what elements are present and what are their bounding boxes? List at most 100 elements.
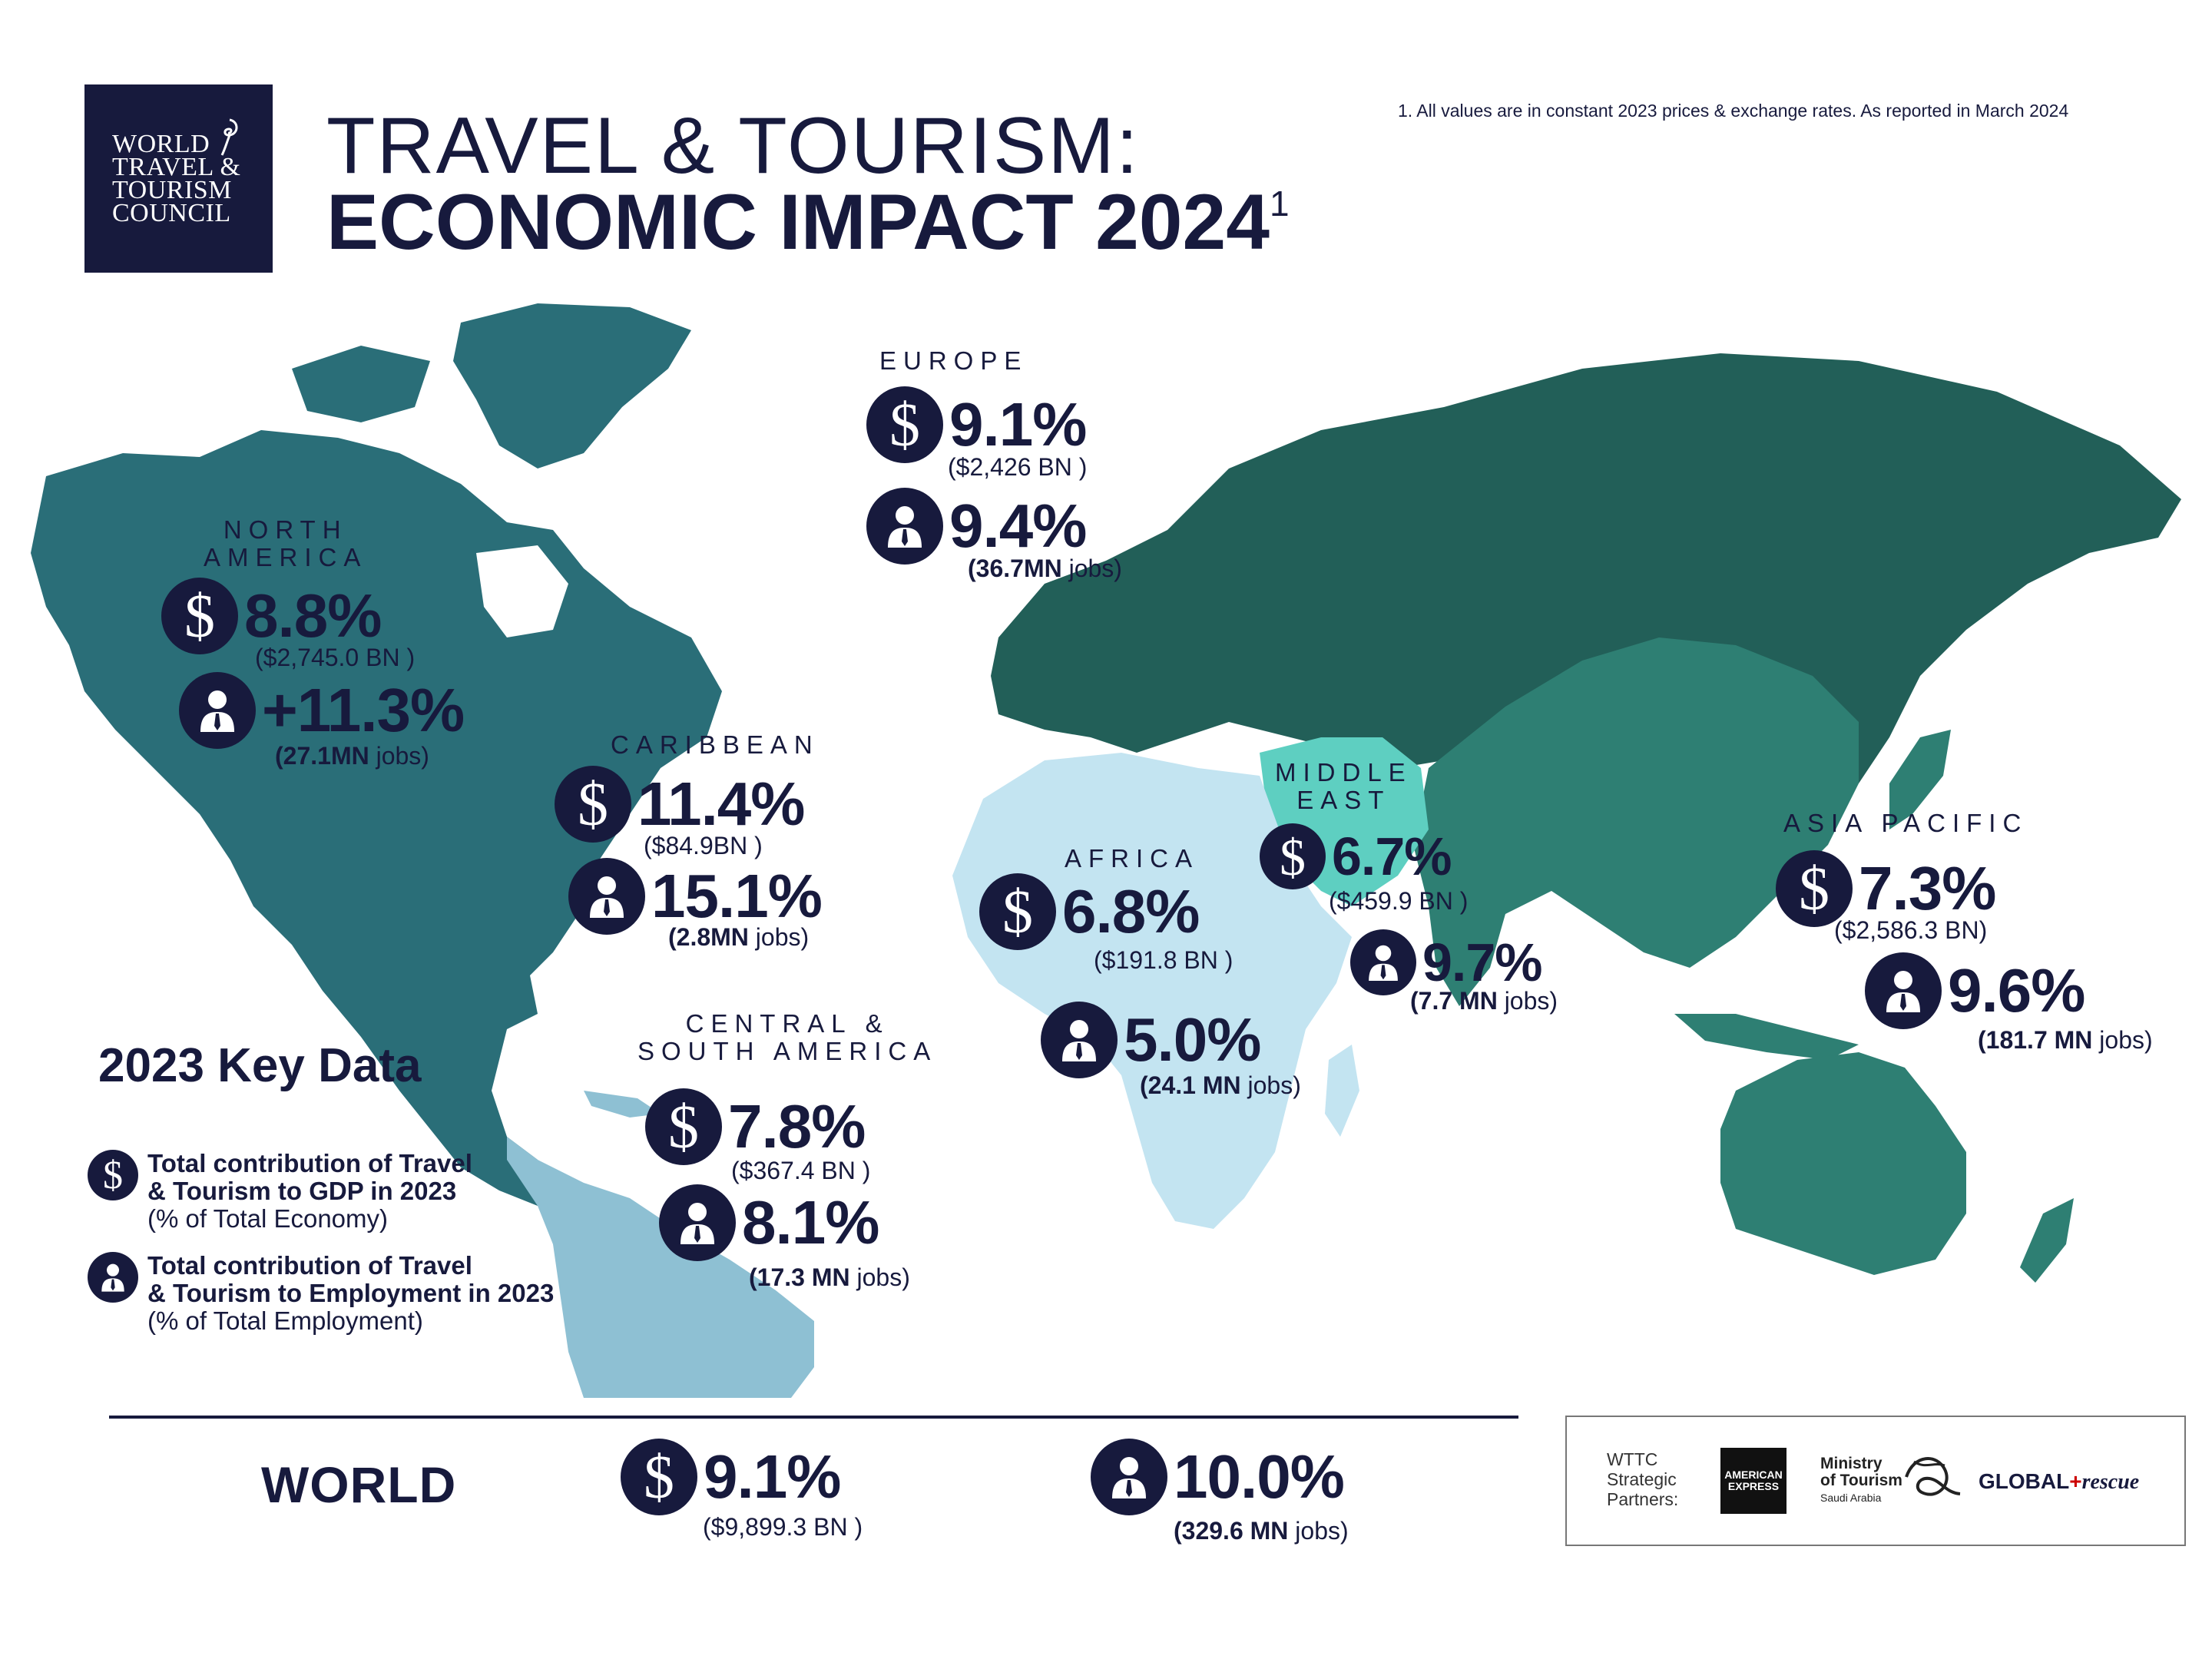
region-label-europe: EUROPE [879,346,1028,375]
key-item-gdp-text: Total contribution of Travel & Tourism t… [147,1150,472,1233]
caribbean-emp-pct: 15.1% [651,862,823,930]
africa-gdp-stat: $ 6.8% [979,873,1200,950]
africa-emp-pct: 5.0% [1124,1005,1261,1074]
swirl-mark-icon [220,118,238,156]
hudson-bay-shape [476,545,568,637]
north-america-gdp-value: ($2,745.0 BN ) [255,644,416,671]
north-america-gdp-pct: 8.8% [244,581,382,650]
middle-east-gdp-pct: 6.7% [1332,826,1452,886]
caribbean-emp-stat: 15.1% [568,858,823,935]
dollar-icon: $ [866,386,943,463]
middle-east-emp-value: (7.7 MN jobs) [1410,987,1558,1015]
middle-east-emp-stat: 9.7% [1350,929,1543,995]
person-icon [659,1184,736,1261]
strategic-partners-box: WTTC Strategic Partners: AMERICAN EXPRESS… [1565,1416,2186,1546]
mot-line-2: of Tourism [1820,1472,1902,1489]
world-emp-value: (329.6 MN jobs) [1174,1517,1349,1545]
partners-label-line-1: WTTC [1607,1449,1658,1469]
title-line-2: ECONOMIC IMPACT 20241 [326,183,1290,261]
africa-emp-stat: 5.0% [1041,1002,1261,1078]
dollar-icon: $ [555,766,631,843]
person-icon [866,488,943,565]
csa-gdp-pct: 7.8% [728,1092,866,1161]
csa-emp-stat: 8.1% [659,1184,879,1261]
partners-label-line-3: Partners: [1607,1489,1679,1509]
region-label-middle-east: MIDDLE EAST [1275,759,1412,814]
middle-east-emp-pct: 9.7% [1422,932,1543,992]
middle-east-gdp-value: ($459.9 BN ) [1329,887,1469,915]
key-emp-line-2: & Tourism to Employment in 2023 [147,1279,555,1307]
greenland-shape [453,303,691,469]
person-icon [1091,1439,1167,1515]
key-emp-line-1: Total contribution of Travel [147,1251,472,1280]
american-express-logo: AMERICAN EXPRESS [1720,1448,1786,1514]
region-label-central-south-america: CENTRAL & SOUTH AMERICA [637,1010,937,1065]
logo-line-3: TOURISM [112,175,232,204]
africa-shape [952,753,1352,1229]
person-icon [1865,952,1942,1029]
world-gdp-stat: $ 9.1% [621,1439,841,1515]
africa-emp-value: (24.1 MN jobs) [1140,1071,1301,1099]
csa-line-2: SOUTH AMERICA [637,1037,938,1065]
title-footnote-marker: 1 [1269,184,1290,224]
partners-label-line-2: Strategic [1607,1469,1677,1489]
csa-emp-pct: 8.1% [742,1188,879,1257]
person-icon [1041,1002,1118,1078]
north-america-emp-value: (27.1MN jobs) [275,742,429,770]
amex-line-2: EXPRESS [1727,1480,1780,1492]
new-zealand-shape [2020,1198,2074,1283]
asia-pacific-gdp-stat: $ 7.3% [1776,850,1996,927]
region-label-asia-pacific: ASIA PACIFIC [1783,809,2028,837]
europe-emp-pct: 9.4% [949,492,1087,560]
person-icon [568,858,645,935]
north-america-emp-pct: +11.3% [262,676,465,744]
csa-gdp-value: ($367.4 BN ) [731,1157,871,1184]
key-item-gdp: $ Total contribution of Travel & Tourism… [88,1150,472,1233]
key-emp-line-3: (% of Total Employment) [147,1306,423,1335]
south-america-shape [538,1160,814,1398]
csa-emp-value: (17.3 MN jobs) [749,1263,910,1291]
caribbean-islands-shape [584,1091,661,1118]
dollar-icon: $ [161,578,238,654]
key-item-employment: Total contribution of Travel & Tourism t… [88,1252,554,1335]
global-rescue-part-b: rescue [2081,1470,2140,1494]
asia-pacific-gdp-value: ($2,586.3 BN) [1834,916,1988,944]
indonesia-shape [1674,1014,1859,1060]
key-gdp-line-3: (% of Total Economy) [147,1204,389,1233]
partners-label: WTTC Strategic Partners: [1607,1449,1678,1509]
europe-emp-value: (36.7MN jobs) [968,555,1122,582]
region-label-caribbean: CARIBBEAN [611,730,820,759]
world-label: WORLD [261,1456,457,1513]
dollar-icon: $ [1776,850,1853,927]
europe-gdp-pct: 9.1% [949,390,1087,459]
csa-gdp-stat: $ 7.8% [645,1088,866,1165]
key-data-title: 2023 Key Data [98,1039,422,1092]
dollar-icon: $ [621,1439,697,1515]
global-rescue-logo: GLOBAL+rescue [1979,1469,2140,1494]
world-gdp-value: ($9,899.3 BN ) [703,1513,863,1541]
dollar-icon: $ [1260,823,1326,889]
logo-line-4: COUNCIL [112,198,231,227]
world-divider [109,1416,1518,1419]
ministry-of-tourism-logo: Ministry of Tourism Saudi Arabia [1820,1455,1902,1506]
asia-pacific-gdp-pct: 7.3% [1859,854,1996,922]
madagascar-shape [1325,1045,1359,1137]
person-icon [1350,929,1416,995]
africa-gdp-pct: 6.8% [1062,877,1200,945]
title-main: ECONOMIC IMPACT 2024 [326,178,1270,266]
caribbean-emp-value: (2.8MN jobs) [668,923,810,951]
global-rescue-part-a: GLOBAL [1979,1469,2070,1493]
dollar-icon: $ [645,1088,722,1165]
region-label-north-america: NORTH AMERICA [204,516,367,571]
ministry-mark-icon [1905,1457,1961,1496]
japan-shape [1889,730,1951,830]
dollar-icon: $ [88,1150,138,1200]
middle-east-line-1: MIDDLE [1275,758,1412,786]
asia-pacific-emp-value: (181.7 MN jobs) [1978,1026,2153,1054]
middle-east-gdp-stat: $ 6.7% [1260,823,1452,889]
africa-gdp-value: ($191.8 BN ) [1094,946,1233,974]
logo-line-1: WORLD [112,129,210,158]
world-emp-stat: 10.0% [1091,1439,1345,1515]
logo-line-2: TRAVEL & [112,152,241,181]
north-america-gdp-stat: $ 8.8% [161,578,382,654]
